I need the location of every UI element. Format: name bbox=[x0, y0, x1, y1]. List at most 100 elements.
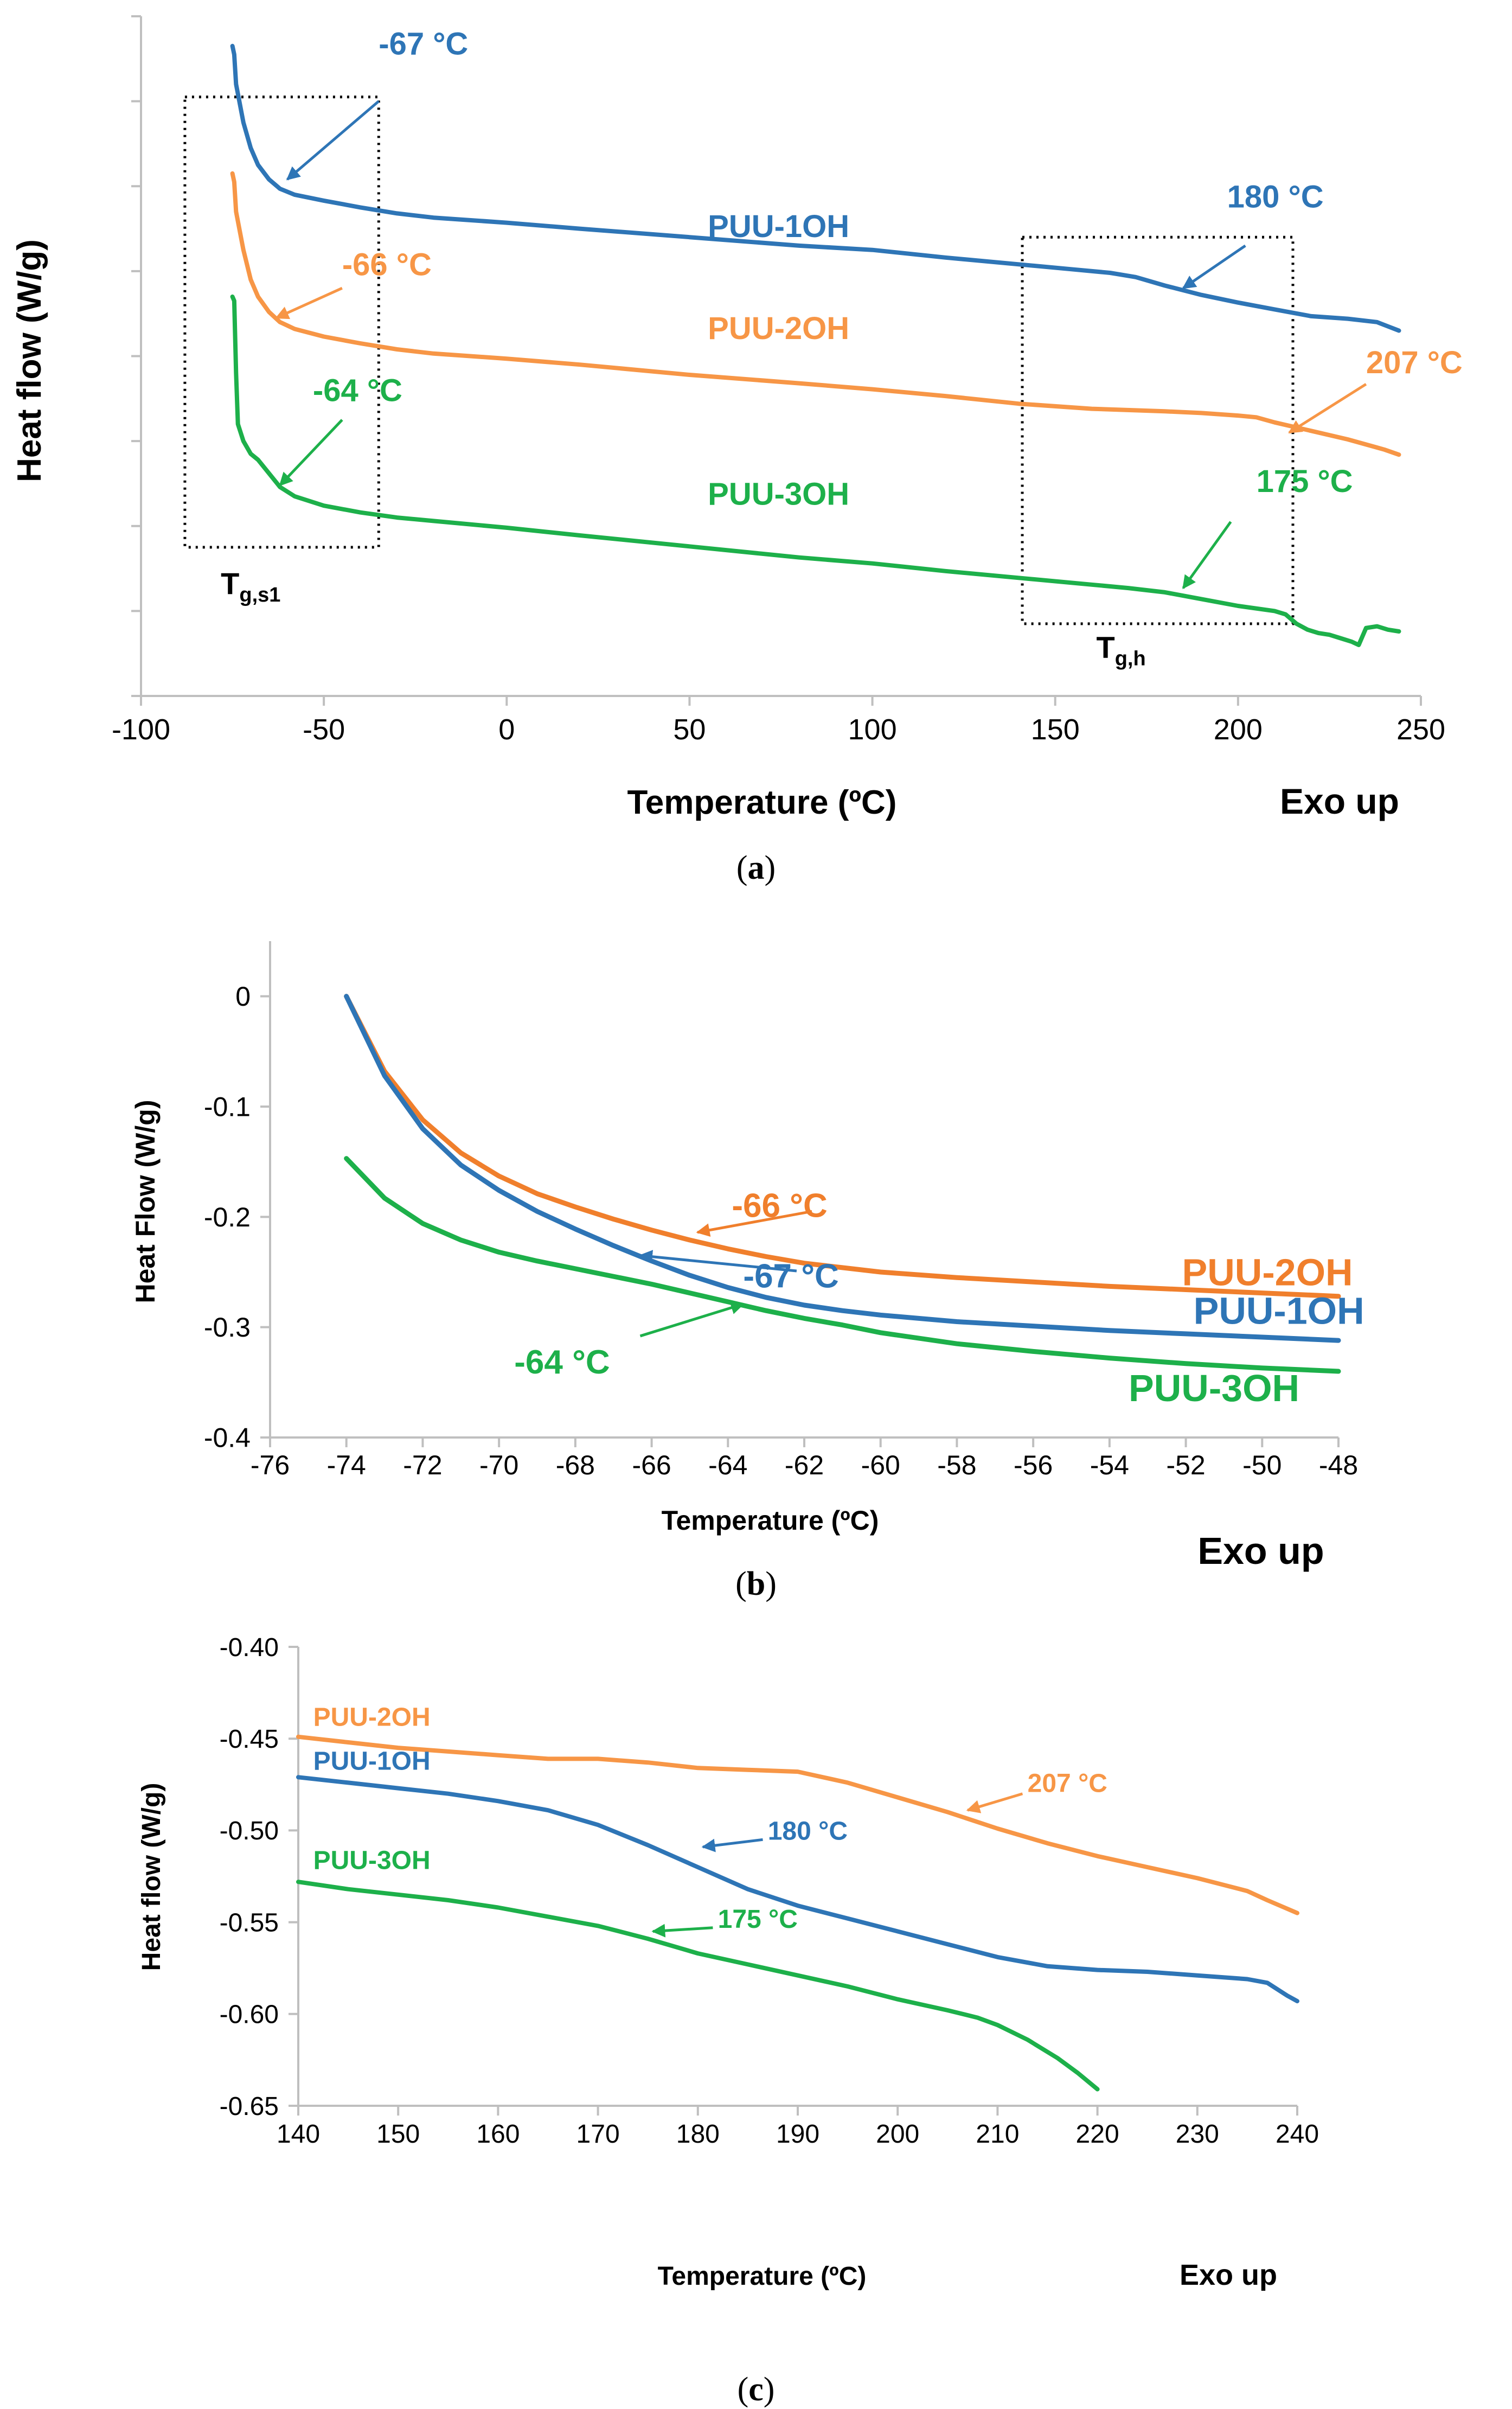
x-tick-label: -66 bbox=[632, 1450, 671, 1480]
x-tick-label: -48 bbox=[1319, 1450, 1358, 1480]
annotation-arrow bbox=[1288, 383, 1367, 434]
y-tick-label: -0.4 bbox=[204, 1423, 251, 1453]
x-tick-label: -68 bbox=[556, 1450, 595, 1480]
annotation-arrow bbox=[696, 1210, 812, 1237]
series-label-puu-1oh: PUU-1OH bbox=[313, 1747, 431, 1776]
annotation-label: -66 °C bbox=[732, 1187, 827, 1224]
series-line-puu-1oh bbox=[296, 1775, 1299, 2004]
y-tick-label: -0.3 bbox=[204, 1312, 251, 1343]
annotation-arrow bbox=[638, 1250, 797, 1273]
x-tick-label: -64 bbox=[708, 1450, 747, 1480]
x-tick-label: 190 bbox=[776, 2120, 819, 2149]
annotation-label: -67 °C bbox=[379, 26, 468, 61]
caption-a: (a) bbox=[736, 849, 776, 886]
x-tick-label: -50 bbox=[303, 713, 345, 746]
x-tick-label: -74 bbox=[327, 1450, 366, 1480]
dashed-region-box bbox=[183, 95, 380, 549]
region-label: Tg,h bbox=[1096, 630, 1145, 670]
series-label-puu-2oh: PUU-2OH bbox=[313, 1703, 431, 1732]
x-axis-label: Temperature (ºC) bbox=[658, 2262, 867, 2291]
y-axis-label: Heat flow (W/g) bbox=[11, 239, 48, 482]
annotation-arrow bbox=[275, 286, 343, 320]
series-line-puu-1oh bbox=[230, 43, 1401, 333]
x-tick-label: -52 bbox=[1166, 1450, 1205, 1480]
x-tick-label: 150 bbox=[376, 2120, 420, 2149]
x-tick-label: -62 bbox=[785, 1450, 824, 1480]
x-tick-label: -70 bbox=[479, 1450, 518, 1480]
series-label-puu-3oh: PUU-3OH bbox=[708, 477, 849, 512]
annotation-arrow bbox=[279, 419, 343, 487]
x-tick-label: 100 bbox=[848, 713, 897, 746]
annotation-arrow bbox=[966, 1792, 1023, 1813]
x-tick-label: -54 bbox=[1090, 1450, 1129, 1480]
y-tick-label: -0.55 bbox=[220, 1908, 279, 1937]
annotation-label: -64 °C bbox=[313, 373, 402, 408]
annotation-arrow bbox=[286, 100, 380, 181]
annotation-arrow bbox=[651, 1924, 713, 1938]
x-axis-label: Temperature (ºC) bbox=[627, 784, 897, 821]
annotation-arrow bbox=[1182, 244, 1246, 290]
annotation-label: -67 °C bbox=[743, 1257, 838, 1295]
annotation-arrow bbox=[1182, 521, 1232, 590]
series-line-puu-3oh bbox=[230, 294, 1401, 647]
series-label-puu-3oh: PUU-3OH bbox=[313, 1846, 431, 1875]
x-tick-label: 160 bbox=[476, 2120, 520, 2149]
annotation-label: 175 °C bbox=[1257, 464, 1353, 499]
exo-up-label: Exo up bbox=[1180, 2259, 1277, 2291]
x-tick-label: 200 bbox=[1214, 713, 1263, 746]
x-tick-label: 230 bbox=[1176, 2120, 1219, 2149]
series-line-puu-2oh bbox=[344, 994, 1341, 1299]
annotation-label: -66 °C bbox=[342, 247, 432, 283]
x-tick-label: 170 bbox=[576, 2120, 620, 2149]
caption-b: (b) bbox=[735, 1565, 777, 1602]
x-tick-label: -58 bbox=[937, 1450, 976, 1480]
y-axis-label: Heat flow (W/g) bbox=[137, 1783, 166, 1971]
exo-up-label: Exo up bbox=[1197, 1530, 1324, 1572]
chart-a: -100 -50 0 50 100 150 200 250 Temperature (ºC) He… bbox=[11, 15, 1463, 821]
annotation-arrow bbox=[701, 1838, 763, 1852]
y-tick-label: -0.50 bbox=[220, 1817, 279, 1845]
series-line-puu-2oh bbox=[296, 1734, 1299, 1915]
annotation-label: -64 °C bbox=[514, 1344, 610, 1381]
annotation-label: 175 °C bbox=[718, 1905, 798, 1934]
annotation-label: 207 °C bbox=[1366, 345, 1463, 380]
x-axis-label: Temperature (ºC) bbox=[662, 1505, 879, 1536]
x-tick-label: 0 bbox=[498, 713, 515, 746]
y-tick-label: 0 bbox=[235, 981, 251, 1012]
x-tick-label: 250 bbox=[1396, 713, 1445, 746]
series-label-puu-1oh: PUU-1OH bbox=[1194, 1290, 1364, 1332]
y-tick-label: -0.45 bbox=[220, 1725, 279, 1754]
chart-c: 140 150 160 170 180 190 200 210 220 230 240 -0.65 -0… bbox=[137, 1633, 1319, 2291]
region-label: Tg,s1 bbox=[221, 566, 280, 606]
exo-up-label: Exo up bbox=[1280, 781, 1399, 821]
x-tick-label: 180 bbox=[676, 2120, 720, 2149]
chart-b: -76 -74 -72 -70 -68 -66 -64 -62 -60 -58 -56 -54 -52 -… bbox=[130, 941, 1364, 1572]
x-tick-label: 140 bbox=[277, 2120, 320, 2149]
series-line-puu-1oh bbox=[344, 994, 1341, 1343]
x-tick-label: -72 bbox=[403, 1450, 442, 1480]
x-tick-label: -56 bbox=[1014, 1450, 1053, 1480]
y-tick-label: -0.65 bbox=[220, 2092, 279, 2121]
x-tick-label: -50 bbox=[1242, 1450, 1282, 1480]
x-tick-label: -100 bbox=[112, 713, 170, 746]
series-line-puu-2oh bbox=[230, 171, 1401, 457]
annotation-label: 207 °C bbox=[1028, 1769, 1107, 1798]
caption-c: (c) bbox=[737, 2371, 775, 2408]
series-label-puu-3oh: PUU-3OH bbox=[1129, 1367, 1299, 1409]
x-tick-label: 240 bbox=[1276, 2120, 1319, 2149]
annotation-arrow bbox=[639, 1301, 745, 1338]
series-label-puu-1oh: PUU-1OH bbox=[708, 209, 849, 244]
x-tick-label: -76 bbox=[251, 1450, 290, 1480]
x-tick-label: 210 bbox=[976, 2120, 1019, 2149]
series-line-puu-3oh bbox=[296, 1880, 1100, 2092]
y-tick-label: -0.1 bbox=[204, 1092, 251, 1122]
dashed-region-box bbox=[1021, 235, 1295, 625]
series-label-puu-2oh: PUU-2OH bbox=[1182, 1251, 1353, 1293]
y-tick-label: -0.40 bbox=[220, 1633, 279, 1662]
y-tick-label: -0.60 bbox=[220, 2001, 279, 2029]
annotation-label: 180 °C bbox=[1227, 179, 1324, 214]
x-tick-label: -60 bbox=[861, 1450, 900, 1480]
y-tick-label: -0.2 bbox=[204, 1202, 251, 1232]
y-axis-label: Heat Flow (W/g) bbox=[130, 1100, 161, 1303]
x-tick-label: 200 bbox=[876, 2120, 919, 2149]
